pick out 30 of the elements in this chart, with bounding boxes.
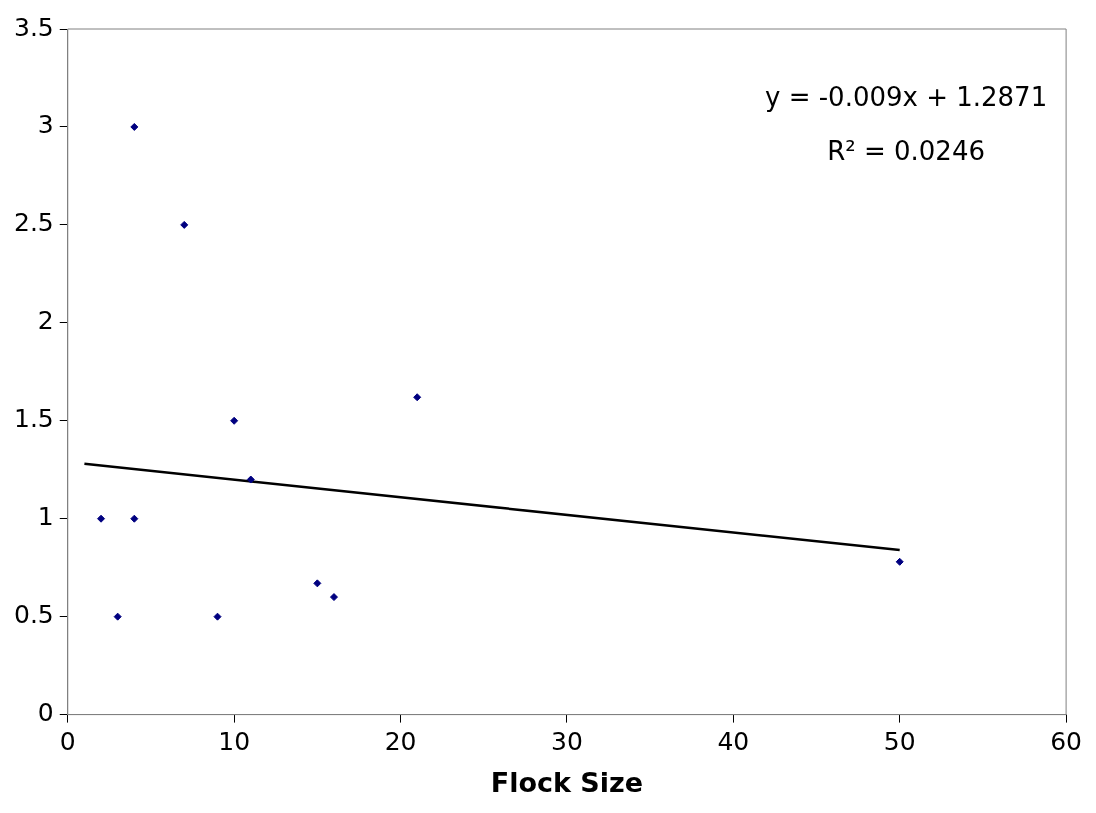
x-tick-label: 30: [551, 727, 583, 757]
x-tick-label: 50: [883, 727, 916, 757]
point: [130, 122, 139, 131]
y-tick-label: 1: [37, 502, 54, 532]
x-tick-label: 0: [59, 727, 76, 757]
point: [180, 220, 189, 229]
point: [230, 416, 239, 425]
x-axis-title: Flock Size: [490, 766, 644, 798]
point: [895, 557, 904, 566]
point: [329, 593, 338, 602]
point: [113, 612, 122, 621]
point: [246, 475, 255, 484]
x-tick-label: 20: [384, 727, 417, 757]
x-tick-label: 10: [218, 727, 251, 757]
y-tick-label: 2: [37, 306, 54, 336]
y-tick-label: 3.5: [13, 12, 54, 42]
x-tick-label: 40: [717, 727, 750, 757]
y-tick-label: 1.5: [13, 404, 54, 434]
x-tick-label: 60: [1050, 727, 1082, 757]
point: [213, 612, 222, 621]
y-tick-label: 0.5: [13, 600, 54, 630]
point: [313, 579, 322, 588]
y-tick-label: 3: [37, 110, 54, 140]
point: [413, 393, 422, 402]
annotation: y = -0.009x + 1.2871: [764, 81, 1048, 112]
point: [130, 514, 139, 523]
point: [97, 514, 106, 523]
y-tick-label: 0: [37, 698, 54, 728]
y-tick-label: 2.5: [13, 208, 54, 238]
annotation: R² = 0.0246: [827, 135, 985, 166]
